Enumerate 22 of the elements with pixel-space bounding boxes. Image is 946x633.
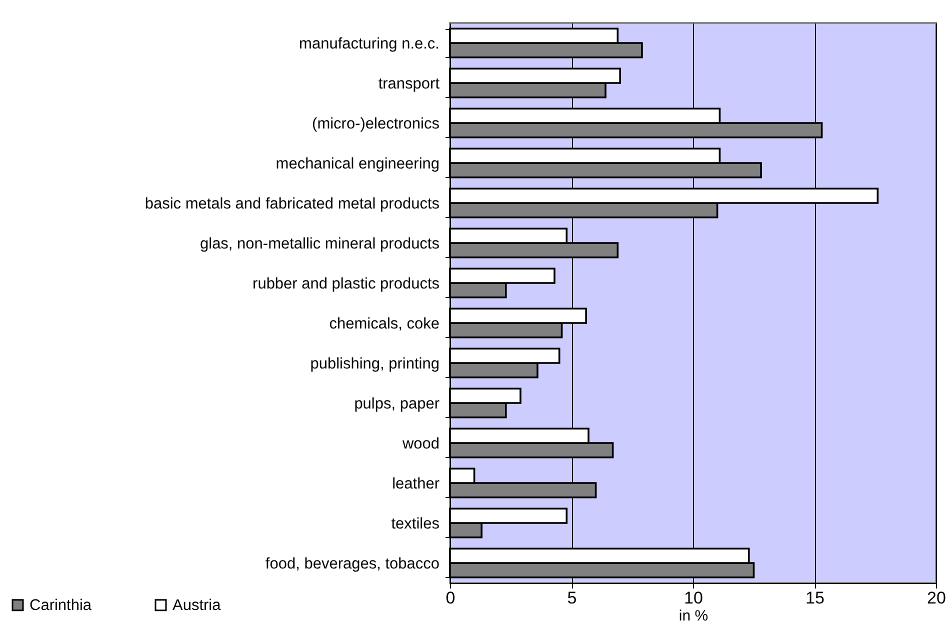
y-tick-label: pulps, paper — [354, 396, 440, 412]
y-tick-label: food, beverages, tobacco — [265, 556, 440, 572]
legend-label: Carinthia — [30, 597, 92, 614]
y-tick-label: leather — [392, 476, 440, 492]
x-tick-label: 5 — [567, 588, 577, 608]
y-tick-label: mechanical engineering — [276, 156, 440, 172]
x-tick-label: 20 — [927, 588, 946, 608]
y-tick-label: rubber and plastic products — [252, 276, 440, 292]
y-tick-label: manufacturing n.e.c. — [299, 36, 440, 52]
y-tick-label: chemicals, coke — [329, 316, 440, 332]
y-tick-label: wood — [401, 436, 440, 452]
y-tick-label: textiles — [391, 516, 440, 532]
x-tick-label: 0 — [446, 588, 456, 608]
x-tick-label: 15 — [806, 588, 824, 608]
legend-label: Austria — [172, 597, 222, 614]
y-tick-label: glas, non-metallic mineral products — [200, 236, 440, 252]
y-tick-label: basic metals and fabricated metal products — [144, 196, 440, 212]
x-tick-label: 10 — [684, 588, 703, 608]
y-tick-label: (micro-)electronics — [312, 116, 440, 132]
y-tick-label: transport — [378, 76, 440, 92]
x-axis-title: in % — [678, 608, 708, 624]
y-tick-label: publishing, printing — [310, 356, 440, 372]
